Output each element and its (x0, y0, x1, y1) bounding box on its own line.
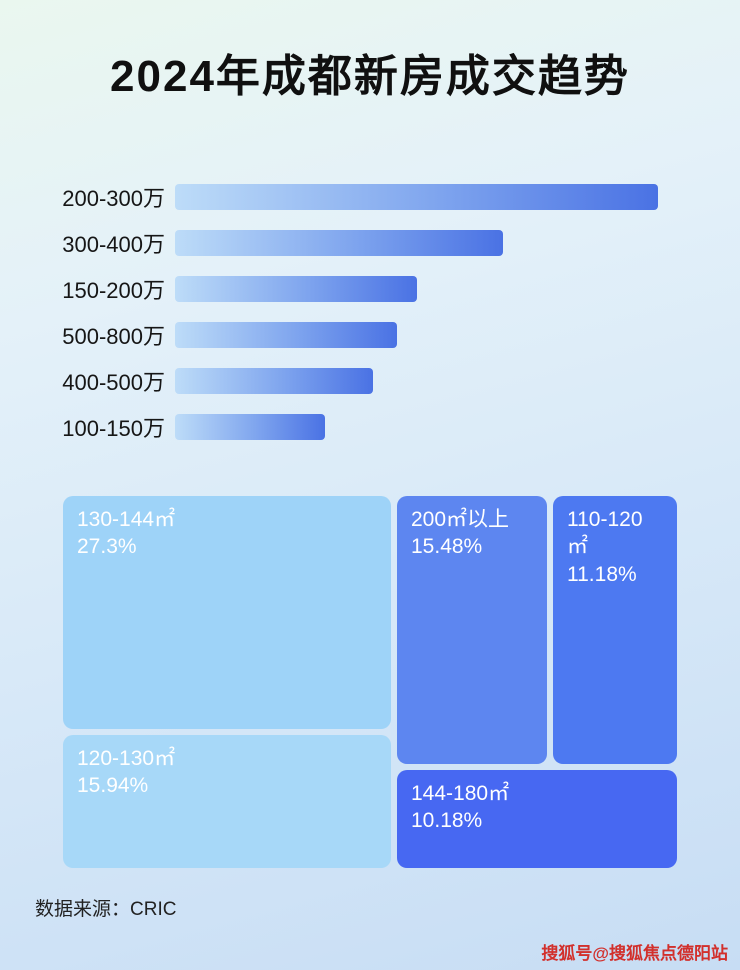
treemap-cell: 200㎡以上 15.48% (397, 496, 547, 764)
bar-row: 100-150万 (40, 404, 700, 450)
bar (175, 414, 325, 440)
treemap-cell: 120-130㎡ 15.94% (63, 735, 391, 868)
bar (175, 322, 398, 348)
treemap-cell-value: 15.94% (77, 774, 149, 798)
bar-category-label: 500-800万 (62, 324, 165, 349)
treemap-cell-value: 11.18% (567, 562, 637, 586)
bar (175, 184, 658, 210)
treemap-cell-label: 144-180㎡ (411, 782, 510, 805)
bar-row: 200-300万 (40, 174, 700, 220)
bar-category-label: 100-150万 (62, 416, 165, 441)
watermark: 搜狐号@搜狐焦点德阳站 (541, 944, 728, 963)
treemap-cell: 130-144㎡ 27.3% (63, 496, 391, 729)
treemap-cell-value: 10.18% (411, 809, 483, 833)
treemap-cell-label: 200㎡以上 (411, 508, 510, 531)
treemap-cell: 144-180㎡ 10.18% (397, 770, 677, 868)
bar-category-label: 150-200万 (62, 278, 165, 303)
page-title: 2024年成都新房成交趋势 (110, 52, 630, 101)
area-share-treemap: 130-144㎡ 27.3% 200㎡以上 15.48% 110-120㎡ 11.18% 1… (63, 496, 677, 868)
price-range-bar-chart: 200-300万 300-400万 150-200万 500-800万 400-500万… (40, 174, 700, 450)
bar-row: 500-800万 (40, 312, 700, 358)
treemap-cell: 110-120㎡ 11.18% (553, 496, 677, 764)
bar-category-label: 200-300万 (62, 186, 165, 211)
bar-row: 400-500万 (40, 358, 700, 404)
bar (175, 276, 417, 302)
treemap-cell-value: 27.3% (77, 535, 137, 559)
treemap-cell-label: 110-120㎡ (567, 508, 643, 559)
bar-row: 150-200万 (40, 266, 700, 312)
bar (175, 368, 374, 394)
bar (175, 230, 504, 256)
treemap-cell-label: 120-130㎡ (77, 747, 176, 770)
treemap-cell-label: 130-144㎡ (77, 508, 176, 531)
bar-row: 300-400万 (40, 220, 700, 266)
treemap-cell-value: 15.48% (411, 535, 483, 559)
bar-category-label: 300-400万 (62, 232, 165, 257)
data-source-label: 数据来源：CRIC (35, 899, 177, 920)
bar-category-label: 400-500万 (62, 370, 165, 395)
